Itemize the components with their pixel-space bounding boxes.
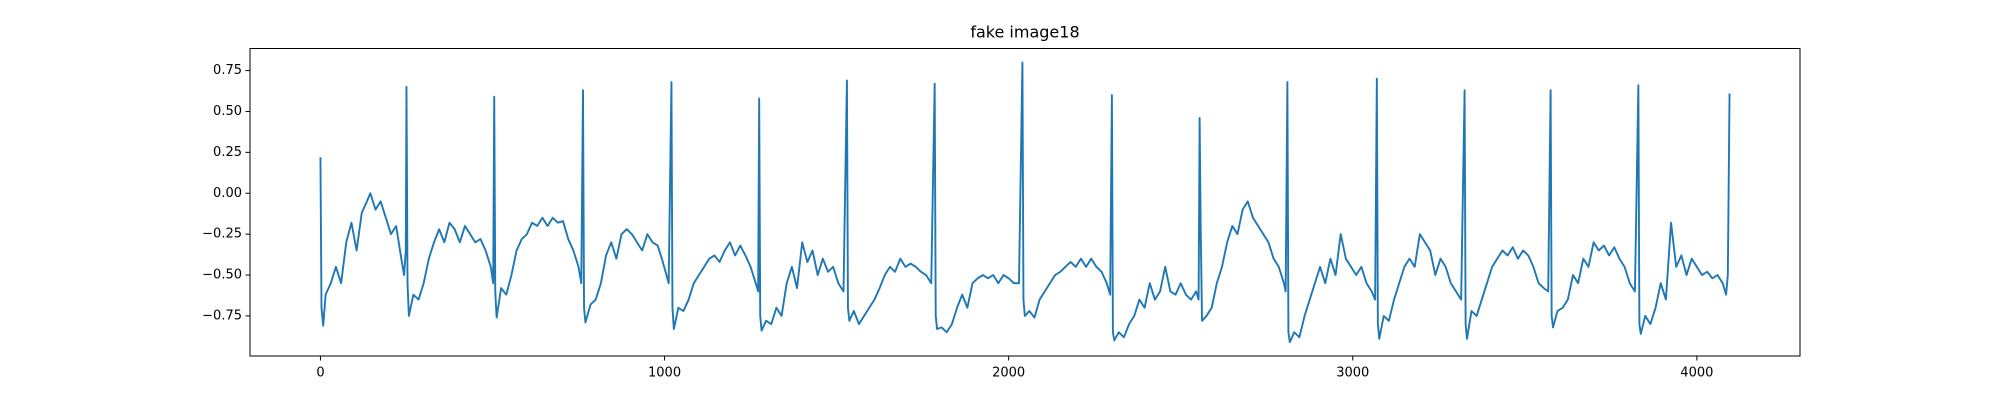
plot-frame [249,48,1801,357]
y-tick-label: 0.25 [213,145,242,160]
y-tick-label: −0.25 [202,227,242,242]
y-tick-label: −0.50 [202,268,242,283]
x-tick-label: 4000 [1680,366,1713,381]
x-tick-label: 3000 [1336,366,1369,381]
chart-title: fake image18 [970,23,1079,42]
x-tick-label: 0 [316,366,324,381]
y-tick-label: 0.50 [213,104,242,119]
x-tick-label: 2000 [992,366,1025,381]
y-tick-label: 0.75 [213,63,242,78]
y-tick-label: 0.00 [213,186,242,201]
x-tick-label: 1000 [648,366,681,381]
y-tick-label: −0.75 [202,308,242,323]
line-series [319,61,1731,344]
